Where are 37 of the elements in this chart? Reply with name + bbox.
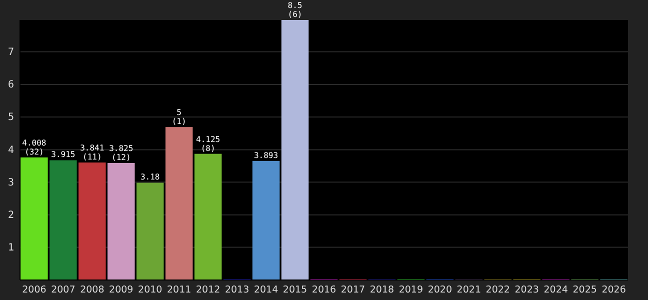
y-tick-label: 6 [8,80,14,91]
data-label: 3.841 (11) [80,144,104,162]
data-label: 3.893 [254,150,278,160]
y-tick-label: 5 [8,112,14,124]
data-label: 3.825 (12) [109,144,134,162]
x-tick-label: 2007 [51,284,76,296]
data-label: 5 (1) [172,108,186,126]
x-tick-label: 2016 [312,284,336,296]
x-tick-label: 2024 [544,284,568,296]
x-tick-label: 2011 [167,284,192,296]
y-tick-label: 7 [8,47,14,58]
x-tick-label: 2008 [80,284,104,296]
x-tick-label: 2019 [398,284,424,296]
x-tick-label: 2009 [109,284,134,296]
data-label: 8.5 (6) [288,1,302,19]
x-tick-label: 2006 [22,284,46,296]
x-tick-label: 2012 [196,284,220,296]
x-tick-label: 2020 [428,284,452,296]
data-label: 3.18 [140,172,160,182]
x-tick-label: 2023 [514,284,539,296]
x-tick-label: 2025 [572,284,597,296]
y-tick-label: 3 [8,177,14,188]
x-tick-label: 2017 [340,284,366,296]
y-tick-label: 4 [8,144,14,156]
x-tick-label: 2014 [254,284,278,296]
x-tick-label: 2015 [282,284,308,296]
x-tick-label: 2018 [370,284,394,296]
x-tick-label: 2021 [456,284,481,296]
x-tick-label: 2013 [224,284,250,296]
x-tick-label: 2026 [602,284,626,296]
x-tick-label: 2010 [138,284,162,296]
data-label: 4.008 (32) [22,138,46,156]
data-label: 3.915 [51,150,76,160]
x-tick-label: 2022 [486,284,510,296]
y-tick-label: 2 [8,210,14,222]
data-label: 4.125 (8) [196,134,220,153]
y-tick-label: 1 [8,242,14,254]
